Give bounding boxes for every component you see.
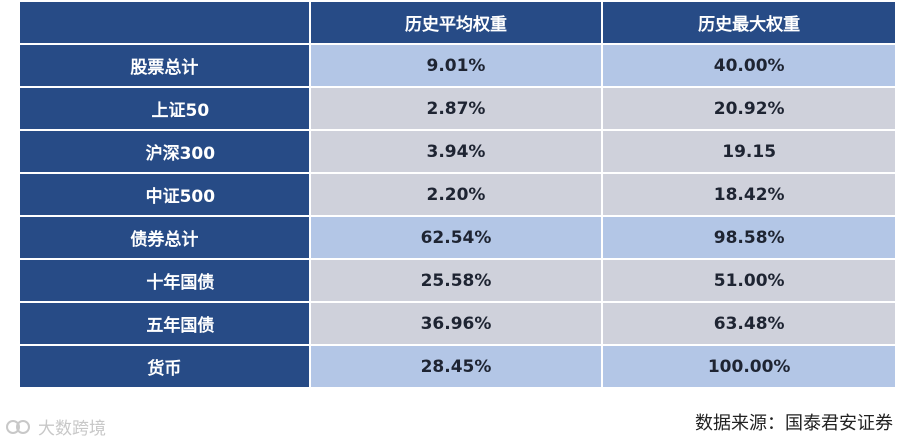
watermark-logo-icon [6,419,30,434]
table-row: 十年国债 25.58% 51.00% [20,260,895,301]
watermark-text: 大数跨境 [38,419,106,439]
table-row: 上证50 2.87% 20.92% [20,88,895,129]
cell-max: 20.92% [603,88,895,129]
row-label-bond-total: 债券总计 [20,217,309,258]
row-label-currency: 货币 [20,346,309,387]
cell-max: 19.15 [603,131,895,172]
cell-max: 98.58% [603,217,895,258]
cell-avg: 2.87% [310,88,602,129]
table-row: 股票总计 9.01% 40.00% [20,45,895,86]
row-label-10y-treasury: 十年国债 [20,260,309,301]
header-avg-weight: 历史平均权重 [310,2,602,43]
header-corner [20,2,309,43]
cell-max: 18.42% [603,174,895,215]
cell-avg: 3.94% [310,131,602,172]
cell-avg: 25.58% [310,260,602,301]
weight-table: 历史平均权重 历史最大权重 股票总计 9.01% 40.00% 上证50 2.8… [18,0,897,389]
cell-avg: 28.45% [310,346,602,387]
cell-max: 100.00% [603,346,895,387]
cell-avg: 2.20% [310,174,602,215]
table-row: 沪深300 3.94% 19.15 [20,131,895,172]
table-row: 债券总计 62.54% 98.58% [20,217,895,258]
cell-max: 40.00% [603,45,895,86]
table-header-row: 历史平均权重 历史最大权重 [20,2,895,43]
row-label-sse50: 上证50 [20,88,309,129]
cell-max: 63.48% [603,303,895,344]
cell-max: 51.00% [603,260,895,301]
table-row: 货币 28.45% 100.00% [20,346,895,387]
table-row: 中证500 2.20% 18.42% [20,174,895,215]
watermark: 大数跨境 [6,414,106,439]
row-label-5y-treasury: 五年国债 [20,303,309,344]
row-label-csi500: 中证500 [20,174,309,215]
cell-avg: 9.01% [310,45,602,86]
row-label-csi300: 沪深300 [20,131,309,172]
table-row: 五年国债 36.96% 63.48% [20,303,895,344]
row-label-stock-total: 股票总计 [20,45,309,86]
header-max-weight: 历史最大权重 [603,2,895,43]
source-note: 数据来源：国泰君安证券 [695,413,893,434]
cell-avg: 62.54% [310,217,602,258]
cell-avg: 36.96% [310,303,602,344]
